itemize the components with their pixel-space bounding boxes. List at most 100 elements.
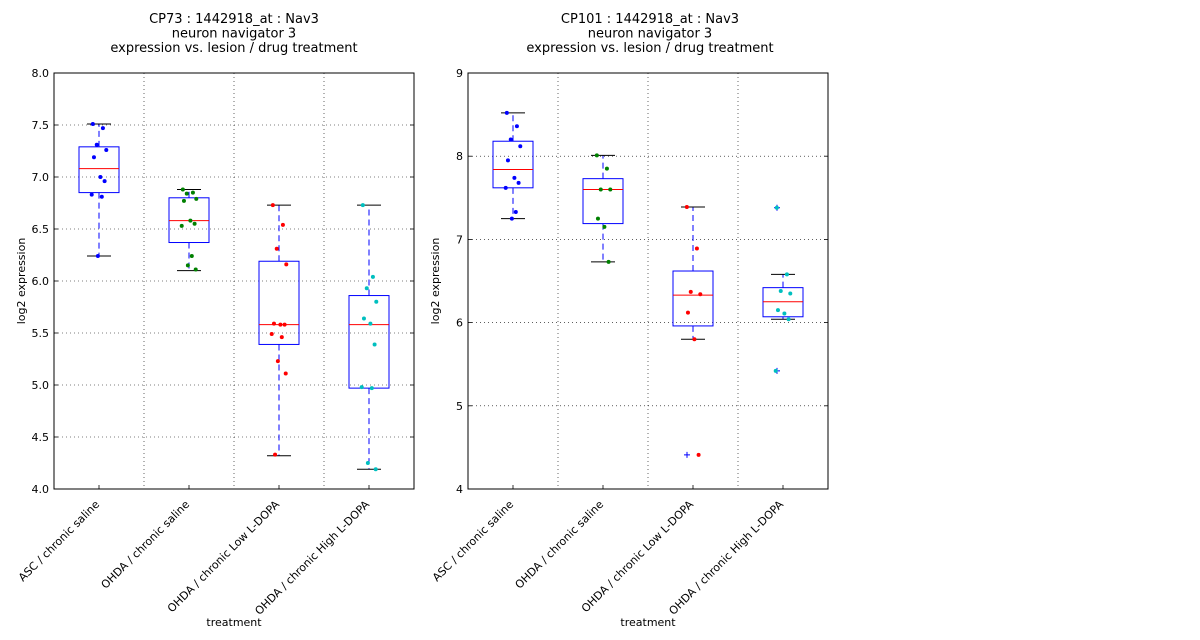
box-plot-group [672,206,714,458]
data-point [369,386,374,391]
data-point [368,321,373,326]
chart-title-line: CP101 : 1442918_at : Nav3 [561,12,739,27]
box-plot-group [492,112,534,220]
data-point [698,292,703,297]
box-iqr [258,260,300,345]
data-point [503,185,508,190]
box-iqr [492,140,534,189]
y-tick-label: 6.0 [32,275,50,288]
data-point [278,322,283,327]
data-point [184,191,189,196]
y-tick-label: 6 [456,317,463,330]
x-axis-label: treatment [206,616,262,629]
x-tick-label: OHDA / chronic saline [513,498,607,592]
data-point [180,187,185,192]
y-tick-label: 9 [456,67,463,80]
data-point [274,246,279,251]
data-point [374,299,379,304]
data-point [192,221,197,226]
y-tick-label: 8.0 [32,67,50,80]
data-point [602,224,607,229]
box-plot-group [78,123,120,257]
data-point [786,317,791,322]
data-point [788,291,793,296]
chart-title-line: neuron navigator 3 [172,27,296,42]
y-tick-label: 4.5 [32,431,50,444]
data-point [598,187,603,192]
chart-title-line: expression vs. lesion / drug treatment [526,41,773,56]
data-point [595,216,600,221]
data-point [359,385,364,390]
data-point [372,342,377,347]
data-point [181,198,186,203]
data-point [282,322,287,327]
y-axis-label: log2 expression [429,238,442,325]
box-plot-group [258,204,300,457]
data-point [269,332,274,337]
data-point [94,142,99,147]
data-point [508,137,513,142]
data-point [692,337,697,342]
y-tick-label: 6.5 [32,223,50,236]
data-point [514,124,519,129]
y-tick-label: 7.5 [32,119,50,132]
x-tick-label: OHDA / chronic saline [99,498,193,592]
data-point [91,155,96,160]
data-point [271,321,276,326]
data-point [364,286,369,291]
data-point [360,203,365,208]
data-point [778,288,783,293]
data-point [608,187,613,192]
data-point [684,204,689,209]
data-point [370,274,375,279]
data-point [361,316,366,321]
axes-frame [467,72,829,490]
data-point [784,272,789,277]
y-tick-label: 4 [456,483,463,496]
data-point [513,209,518,214]
box-plot-group [582,154,624,263]
data-point [279,335,284,340]
data-point [604,166,609,171]
x-tick-label: ASC / chronic saline [16,498,102,584]
data-point [190,190,195,195]
data-point [284,262,289,267]
box-iqr [168,197,210,244]
data-point [774,205,779,210]
chart-title-line: CP73 : 1442918_at : Nav3 [149,12,319,27]
box-plot-group [168,188,210,272]
data-point [90,121,95,126]
data-point [504,110,509,115]
box-iqr [582,178,624,225]
data-point [100,126,105,131]
data-point [694,246,699,251]
data-point [365,461,370,465]
data-point [606,259,611,264]
box-iqr [348,295,390,389]
data-point [188,218,193,223]
data-point [773,368,778,373]
data-point [688,289,693,294]
data-point [270,203,275,208]
y-axis-label: log2 expression [15,238,28,325]
chart-title-line: neuron navigator 3 [588,27,712,42]
chart-title-line: expression vs. lesion / drug treatment [110,41,357,56]
data-point [685,310,690,315]
data-point [102,179,107,184]
data-point [696,452,701,457]
data-point [782,311,787,316]
data-point [275,359,280,364]
data-point [283,371,288,376]
data-point [185,263,190,268]
data-point [89,192,94,197]
y-tick-label: 4.0 [32,483,50,496]
y-tick-label: 8 [456,150,463,163]
box-plot-group [348,204,390,470]
y-tick-label: 5 [456,400,463,413]
box-iqr [78,146,120,194]
data-point [95,254,100,259]
data-point [98,175,103,179]
data-point [189,254,194,259]
data-point [594,153,599,158]
